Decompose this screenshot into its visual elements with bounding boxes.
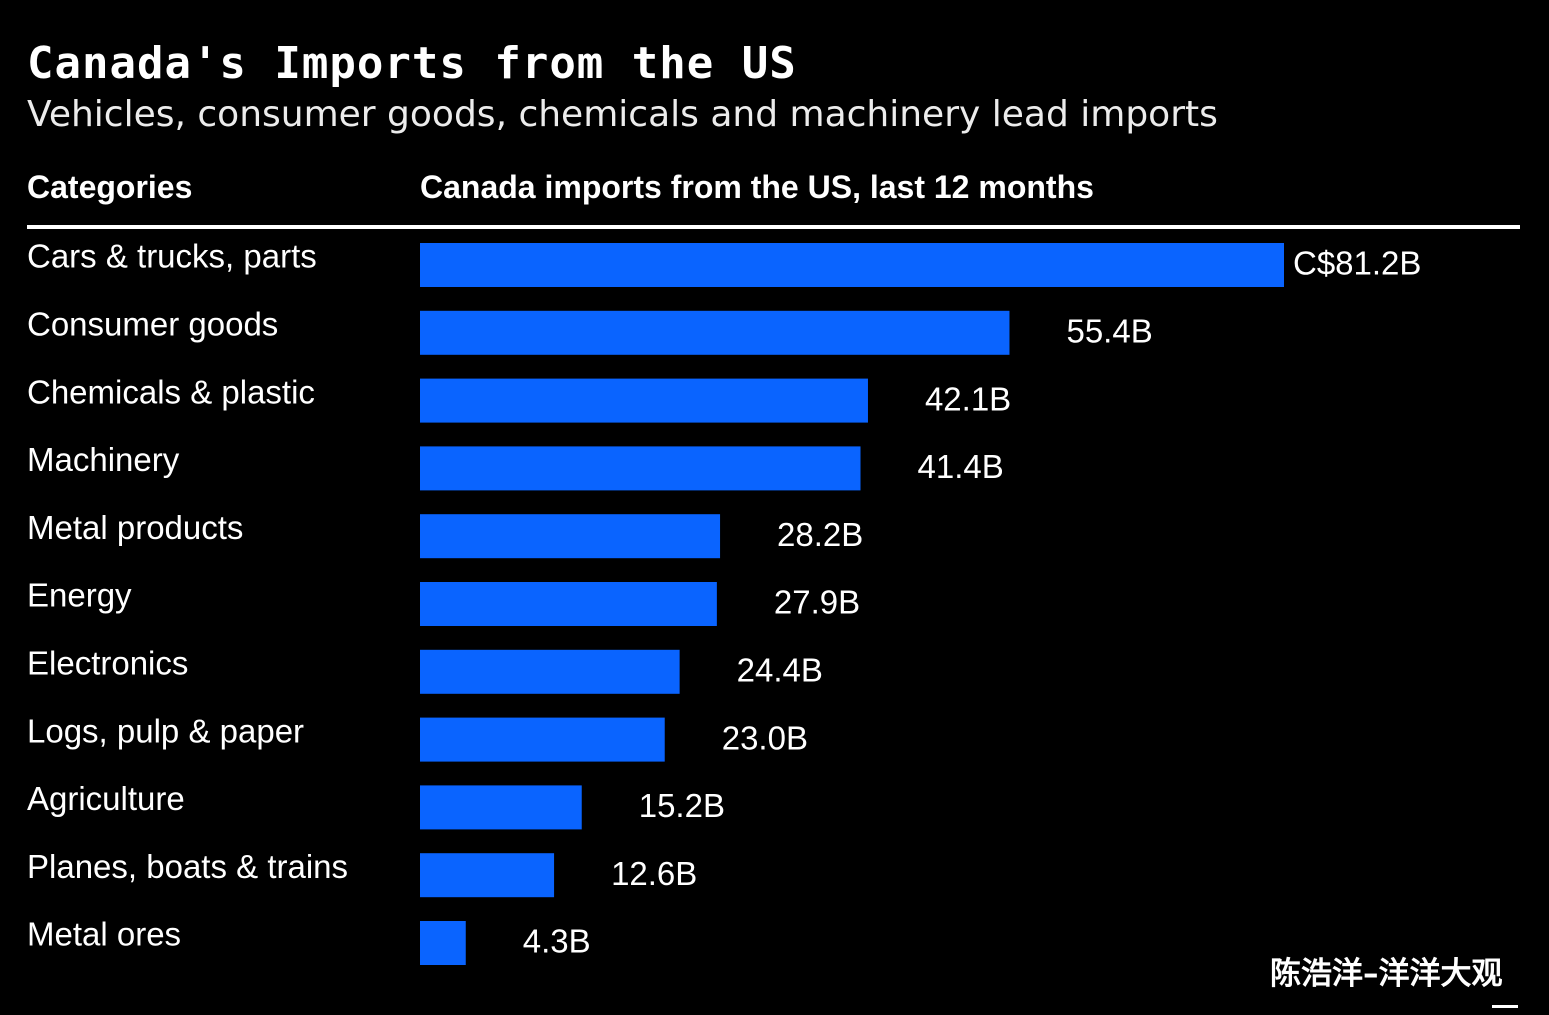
category-label: Agriculture — [27, 780, 185, 817]
value-label: 28.2B — [777, 516, 863, 553]
corner-mark — [1492, 1005, 1518, 1008]
category-label: Machinery — [27, 441, 180, 478]
value-label: 23.0B — [722, 719, 808, 756]
values-header: Canada imports from the US, last 12 mont… — [420, 169, 1094, 205]
value-label: 15.2B — [639, 787, 725, 824]
chart-subtitle: Vehicles, consumer goods, chemicals and … — [27, 94, 1218, 135]
category-label: Electronics — [27, 645, 188, 682]
chart-title: Canada's Imports from the US — [27, 38, 797, 89]
value-label: 24.4B — [737, 652, 823, 689]
bar — [420, 649, 680, 694]
value-label: 27.9B — [774, 584, 860, 621]
value-label: 12.6B — [611, 855, 697, 892]
bar — [420, 446, 861, 491]
category-label: Metal ores — [27, 916, 181, 953]
bar — [420, 243, 1284, 287]
value-label: 55.4B — [1066, 313, 1152, 350]
category-label: Consumer goods — [27, 306, 278, 343]
bar — [420, 378, 868, 423]
category-label: Metal products — [27, 509, 243, 546]
watermark-text: 陈浩洋–洋洋大观 — [1270, 956, 1503, 992]
category-label: Planes, boats & trains — [27, 848, 348, 885]
category-label: Energy — [27, 577, 132, 614]
header-rule — [27, 225, 1520, 229]
bar — [420, 921, 466, 965]
bar — [420, 853, 555, 898]
bar — [420, 582, 717, 626]
bar — [420, 310, 1010, 355]
category-label: Cars & trucks, parts — [27, 238, 317, 275]
category-label: Logs, pulp & paper — [27, 712, 304, 749]
categories-header: Categories — [27, 169, 193, 205]
value-label: 4.3B — [523, 923, 591, 960]
bar — [420, 717, 665, 762]
bar — [420, 514, 721, 559]
value-label: 41.4B — [918, 448, 1004, 485]
value-label: 42.1B — [925, 380, 1011, 417]
category-label: Chemicals & plastic — [27, 373, 315, 410]
bar — [420, 785, 582, 830]
value-label: C$81.2B — [1293, 245, 1421, 282]
